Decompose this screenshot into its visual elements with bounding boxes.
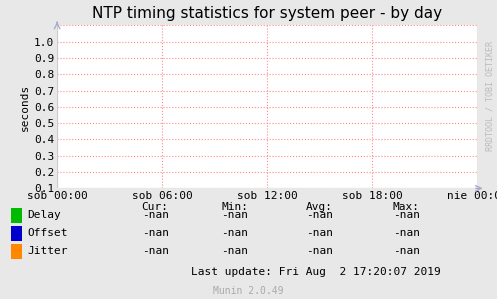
Text: -nan: -nan (142, 246, 168, 256)
Text: Delay: Delay (27, 210, 61, 220)
Y-axis label: seconds: seconds (20, 83, 30, 131)
Text: -nan: -nan (393, 246, 419, 256)
Text: Last update: Fri Aug  2 17:20:07 2019: Last update: Fri Aug 2 17:20:07 2019 (191, 267, 441, 277)
Text: -nan: -nan (306, 210, 332, 220)
Text: -nan: -nan (306, 228, 332, 238)
Text: Min:: Min: (221, 202, 248, 212)
Text: -nan: -nan (221, 246, 248, 256)
Text: Jitter: Jitter (27, 246, 68, 256)
Text: -nan: -nan (142, 210, 168, 220)
Text: Offset: Offset (27, 228, 68, 238)
Text: -nan: -nan (393, 228, 419, 238)
Text: -nan: -nan (142, 228, 168, 238)
Text: -nan: -nan (306, 246, 332, 256)
Text: -nan: -nan (221, 210, 248, 220)
Title: NTP timing statistics for system peer - by day: NTP timing statistics for system peer - … (92, 7, 442, 22)
Text: Max:: Max: (393, 202, 419, 212)
Text: -nan: -nan (393, 210, 419, 220)
Text: Avg:: Avg: (306, 202, 332, 212)
Text: Cur:: Cur: (142, 202, 168, 212)
Text: -nan: -nan (221, 228, 248, 238)
Text: Munin 2.0.49: Munin 2.0.49 (213, 286, 284, 296)
Text: RRDTOOL / TOBI OETIKER: RRDTOOL / TOBI OETIKER (486, 41, 495, 151)
